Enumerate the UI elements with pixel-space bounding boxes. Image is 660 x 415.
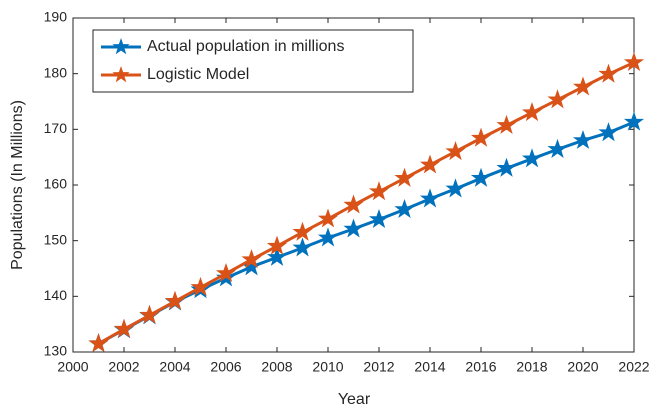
y-tick-label: 170 bbox=[44, 120, 68, 136]
marker bbox=[547, 138, 568, 158]
x-axis-label: Year bbox=[338, 391, 371, 408]
marker bbox=[266, 235, 288, 255]
marker bbox=[190, 276, 211, 296]
marker bbox=[572, 129, 594, 149]
marker bbox=[547, 89, 568, 109]
x-tick-label: 2018 bbox=[516, 359, 547, 375]
x-tick-label: 2006 bbox=[210, 359, 241, 375]
marker bbox=[572, 76, 594, 96]
marker bbox=[368, 208, 390, 229]
marker bbox=[623, 51, 645, 72]
marker bbox=[139, 304, 160, 324]
x-tick-label: 2012 bbox=[363, 359, 394, 375]
marker bbox=[292, 237, 313, 257]
marker bbox=[496, 114, 517, 134]
marker bbox=[317, 227, 339, 247]
series bbox=[88, 51, 645, 353]
marker bbox=[445, 141, 466, 161]
marker bbox=[343, 194, 364, 214]
marker bbox=[521, 148, 543, 168]
x-tick-label: 2008 bbox=[261, 359, 292, 375]
marker bbox=[419, 188, 441, 208]
marker bbox=[88, 333, 109, 353]
y-tick-label: 150 bbox=[44, 231, 68, 247]
marker bbox=[266, 246, 288, 266]
marker bbox=[215, 262, 237, 283]
marker bbox=[445, 178, 466, 198]
x-tick-label: 2014 bbox=[414, 359, 445, 375]
marker bbox=[317, 208, 339, 228]
marker bbox=[241, 249, 262, 269]
marker bbox=[343, 218, 364, 238]
y-tick-label: 190 bbox=[44, 9, 68, 25]
series-line bbox=[97, 61, 635, 345]
marker bbox=[496, 157, 517, 177]
legend-label: Logistic Model bbox=[147, 66, 249, 83]
x-tick-label: 2022 bbox=[618, 359, 649, 375]
y-tick-label: 160 bbox=[44, 176, 68, 192]
marker bbox=[368, 181, 390, 201]
y-tick-label: 130 bbox=[44, 343, 68, 359]
x-tick-label: 2000 bbox=[57, 359, 88, 375]
legend-box bbox=[92, 29, 414, 93]
marker bbox=[292, 221, 313, 241]
legend: Actual population in millions Logistic Mo… bbox=[92, 29, 414, 93]
x-tick-label: 2020 bbox=[567, 359, 598, 375]
marker bbox=[521, 102, 543, 122]
marker bbox=[394, 198, 415, 219]
marker bbox=[470, 167, 492, 187]
y-axis-label: Populations (In Millions) bbox=[9, 100, 26, 270]
y-tick-label: 140 bbox=[44, 287, 68, 303]
marker bbox=[419, 154, 441, 174]
marker bbox=[164, 290, 186, 310]
marker bbox=[623, 111, 645, 131]
x-tick-label: 2004 bbox=[159, 359, 190, 375]
x-tick-label: 2010 bbox=[312, 359, 343, 375]
marker bbox=[394, 167, 415, 187]
legend-marker bbox=[112, 38, 130, 55]
marker bbox=[470, 127, 492, 147]
x-tick-label: 2016 bbox=[465, 359, 496, 375]
marker bbox=[598, 122, 619, 142]
x-tick-label: 2002 bbox=[108, 359, 139, 375]
legend-marker bbox=[112, 66, 130, 83]
legend-label: Actual population in millions bbox=[147, 38, 344, 55]
marker bbox=[598, 63, 619, 83]
y-tick-label: 180 bbox=[44, 64, 68, 80]
marker bbox=[113, 318, 135, 338]
